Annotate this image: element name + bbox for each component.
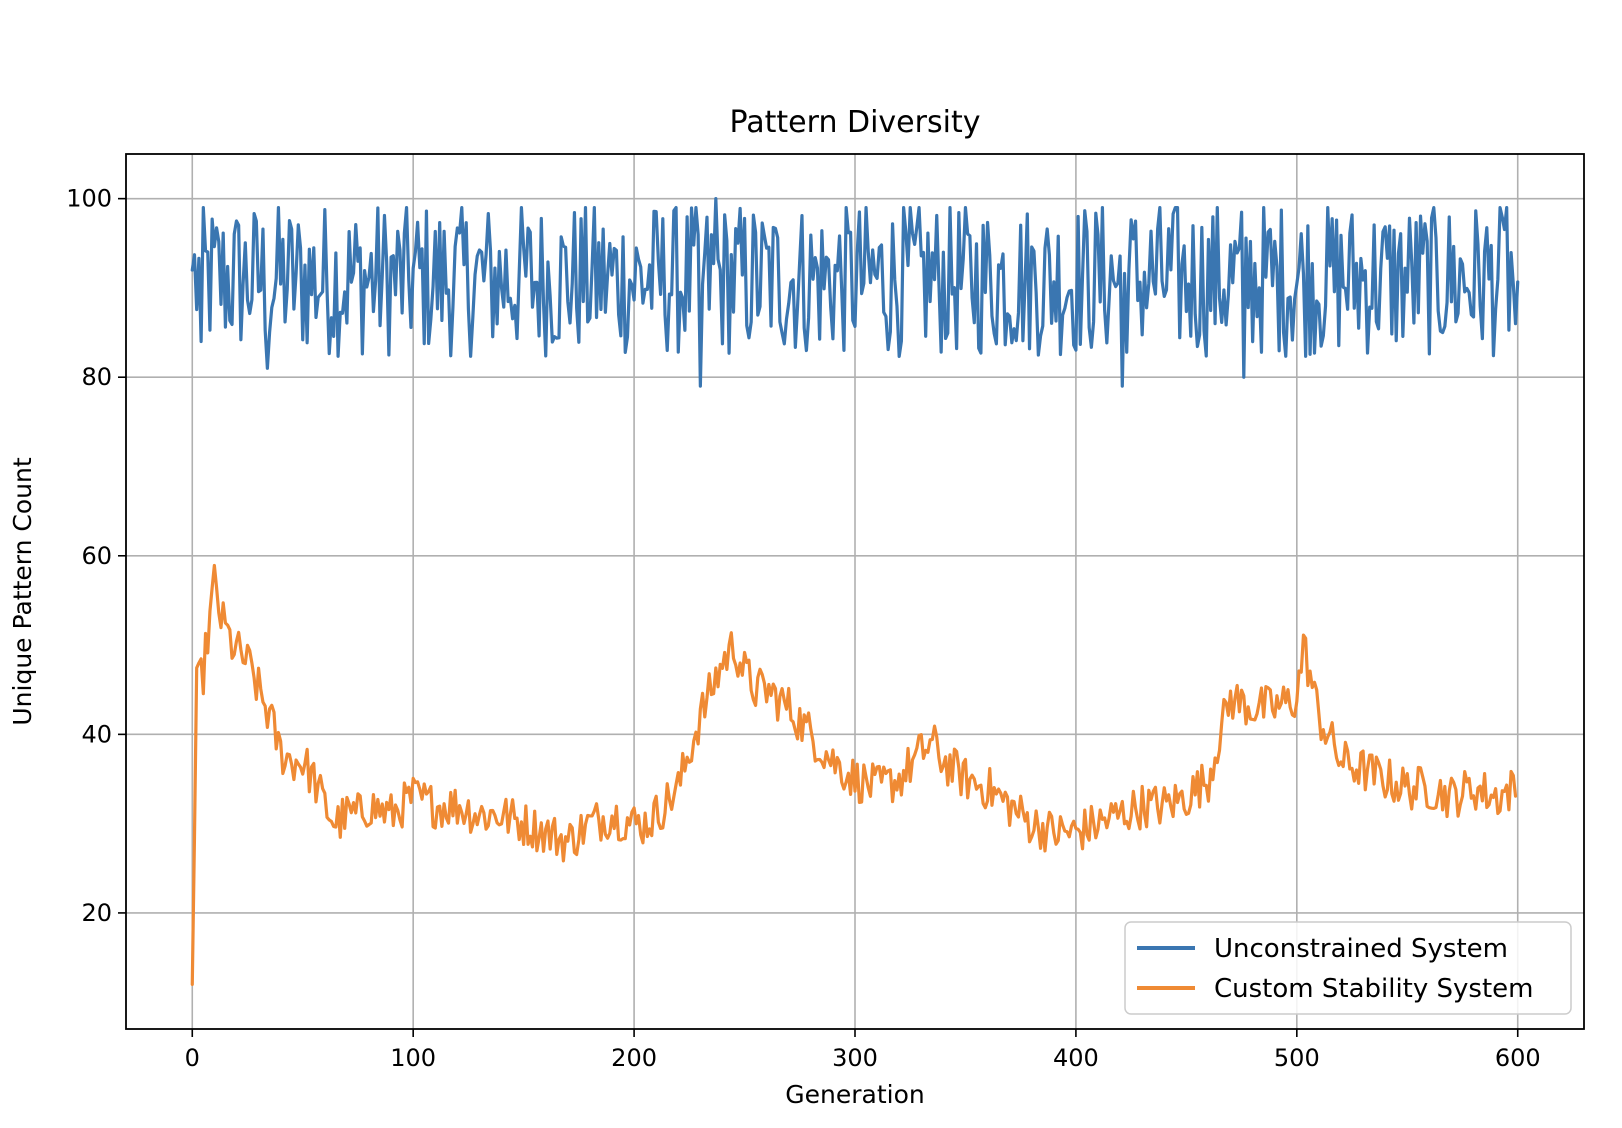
y-tick-label: 60 bbox=[81, 542, 112, 570]
x-tick-label: 400 bbox=[1053, 1044, 1099, 1072]
y-tick-label: 100 bbox=[66, 185, 112, 213]
x-tick-label: 300 bbox=[832, 1044, 878, 1072]
series-layer bbox=[190, 197, 1520, 986]
legend-box bbox=[1124, 921, 1572, 1015]
y-tick-label: 20 bbox=[81, 899, 112, 927]
ticks: 0 100 200 300 400 500 600 20 40 60 80 100 bbox=[66, 185, 1540, 1072]
x-tick-label: 100 bbox=[390, 1044, 436, 1072]
chart-title: Pattern Diversity bbox=[730, 105, 981, 140]
x-tick-label: 0 bbox=[185, 1044, 200, 1072]
y-tick-label: 80 bbox=[81, 363, 112, 391]
y-axis-label: Unique Pattern Count bbox=[8, 457, 37, 725]
series-line-custom-stability bbox=[190, 563, 1518, 986]
legend-label-custom-stability: Custom Stability System bbox=[1214, 974, 1533, 1004]
legend: Unconstrained System Custom Stability Sy… bbox=[1124, 921, 1572, 1015]
y-tick-label: 40 bbox=[81, 720, 112, 748]
x-axis-label: Generation bbox=[785, 1080, 924, 1109]
x-tick-label: 500 bbox=[1274, 1044, 1320, 1072]
series-line-unconstrained bbox=[190, 197, 1520, 388]
legend-label-unconstrained: Unconstrained System bbox=[1214, 934, 1508, 964]
x-tick-label: 600 bbox=[1495, 1044, 1541, 1072]
x-tick-label: 200 bbox=[611, 1044, 657, 1072]
